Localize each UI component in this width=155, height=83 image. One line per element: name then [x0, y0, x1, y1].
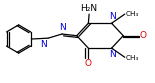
Text: N: N	[109, 50, 116, 59]
Text: CH₃: CH₃	[126, 11, 139, 17]
Text: O: O	[140, 31, 147, 40]
Text: N: N	[59, 23, 65, 32]
Text: N: N	[40, 40, 47, 49]
Text: O: O	[85, 59, 92, 67]
Text: CH₃: CH₃	[126, 55, 139, 61]
Text: H₂N: H₂N	[81, 4, 98, 13]
Text: N: N	[109, 12, 116, 21]
